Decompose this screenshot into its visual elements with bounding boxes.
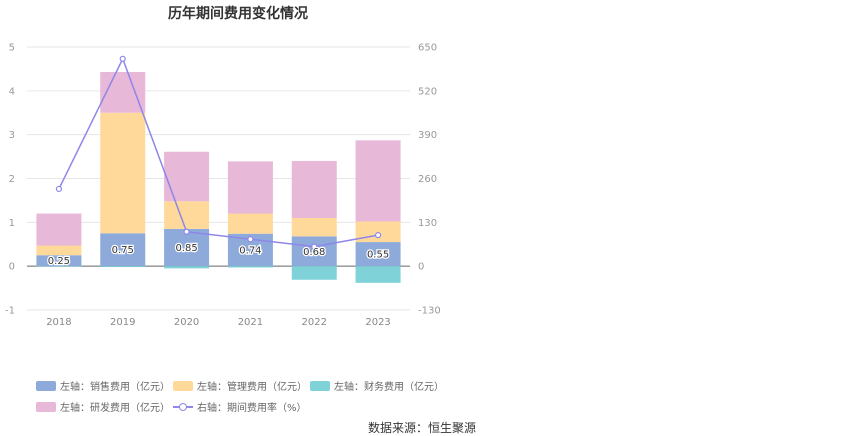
expense-ratio-line	[58, 56, 379, 248]
left-axis-tick-label: 4	[9, 86, 15, 97]
left-axis-tick-label: 2	[9, 174, 15, 185]
bar-segment-2-2021	[227, 266, 273, 268]
bar-segment-3-2020	[164, 151, 210, 202]
right-axis-tick-label: 650	[418, 43, 437, 54]
legend-swatch-expense-ratio	[173, 402, 193, 412]
bar-segment-2-2023	[355, 266, 401, 283]
left-axis-tick-label: 3	[9, 130, 15, 141]
expense-ratio-point-2021	[247, 236, 254, 243]
right-axis-tick-label: 390	[418, 130, 437, 141]
x-axis-tick-label: 2020	[174, 317, 199, 328]
legend-swatch-admin	[173, 380, 193, 391]
bar-segment-2-2020	[164, 266, 210, 269]
bar-segment-1-2023	[355, 221, 401, 243]
bar-segment-0-2019	[100, 233, 146, 267]
left-axis-tick-label: 0	[9, 262, 15, 273]
bar-segment-3-2021	[227, 161, 273, 214]
bar-segment-1-2019	[100, 112, 146, 234]
legend-label-sales: 左轴：销售费用（亿元）	[60, 382, 170, 393]
expense-ratio-point-2019	[119, 55, 126, 62]
bar-segment-1-2021	[227, 213, 273, 234]
legend-label-rd: 左轴：研发费用（亿元）	[60, 403, 170, 414]
bar-segment-0-2018	[36, 255, 82, 267]
legend-swatch-sales	[36, 380, 56, 391]
data-label: 0.75	[112, 245, 134, 256]
bar-segment-0-2022	[291, 236, 337, 267]
legend-item-finance[interactable]: 左轴：财务费用（亿元）	[310, 378, 444, 393]
expense-ratio-point-2020	[183, 228, 190, 235]
chart-title: 历年期间费用变化情况	[168, 6, 308, 22]
x-axis-tick-label: 2018	[46, 317, 71, 328]
bar-segment-2-2022	[291, 266, 337, 280]
right-axis-tick-label: 0	[418, 262, 424, 273]
legend-swatch-finance	[310, 380, 330, 391]
expense-ratio-point-2023	[374, 232, 382, 239]
x-axis-tick-label: 2019	[110, 317, 135, 328]
left-axis-tick-label: -1	[5, 306, 15, 317]
x-axis-tick-label: 2022	[302, 317, 327, 328]
legend-label-admin: 左轴：管理费用（亿元）	[197, 382, 307, 393]
legend-label-expense-ratio: 右轴：期间费用率（%）	[197, 403, 307, 414]
bar-segment-2-2019	[100, 266, 146, 268]
bar-segment-3-2019	[100, 71, 146, 113]
expense-ratio-point-2022	[311, 243, 318, 250]
left-axis-tick-label: 1	[9, 218, 15, 229]
right-axis-tick-label: 260	[418, 174, 437, 185]
bar-segment-3-2023	[355, 140, 401, 222]
bar-segment-1-2018	[36, 245, 82, 256]
right-axis-tick-label: 130	[418, 218, 437, 229]
data-label: 0.85	[175, 243, 197, 254]
legend-label-finance: 左轴：财务费用（亿元）	[334, 382, 444, 393]
data-label: 0.74	[239, 245, 261, 256]
bar-segment-0-2020	[164, 228, 210, 267]
bar-segment-3-2022	[291, 160, 337, 218]
bar-segment-1-2020	[164, 201, 210, 229]
data-label: 0.55	[367, 250, 389, 261]
legend-swatch-rd	[36, 401, 56, 412]
x-axis-tick-label: 2021	[238, 317, 263, 328]
right-axis-tick-label: 520	[418, 86, 437, 97]
legend-item-expense-ratio[interactable]: 右轴：期间费用率（%）	[173, 399, 307, 414]
legend-item-rd[interactable]: 左轴：研发费用（亿元）	[36, 399, 170, 414]
x-axis-tick-label: 2023	[365, 317, 390, 328]
expense-ratio-point-2018	[55, 185, 63, 193]
data-label: 0.25	[48, 256, 70, 267]
legend-item-sales[interactable]: 左轴：销售费用（亿元）	[36, 378, 170, 393]
bar-segment-3-2018	[36, 213, 82, 246]
left-axis-tick-label: 5	[9, 43, 15, 54]
bar-segment-1-2022	[291, 217, 337, 237]
legend-item-admin[interactable]: 左轴：管理费用（亿元）	[173, 378, 307, 393]
right-axis-tick-label: -130	[418, 306, 441, 317]
bar-segment-0-2023	[355, 242, 401, 267]
data-label: 0.68	[303, 247, 325, 258]
bar-segment-2-2018	[36, 266, 82, 267]
data-source: 数据来源：恒生聚源	[368, 421, 477, 435]
